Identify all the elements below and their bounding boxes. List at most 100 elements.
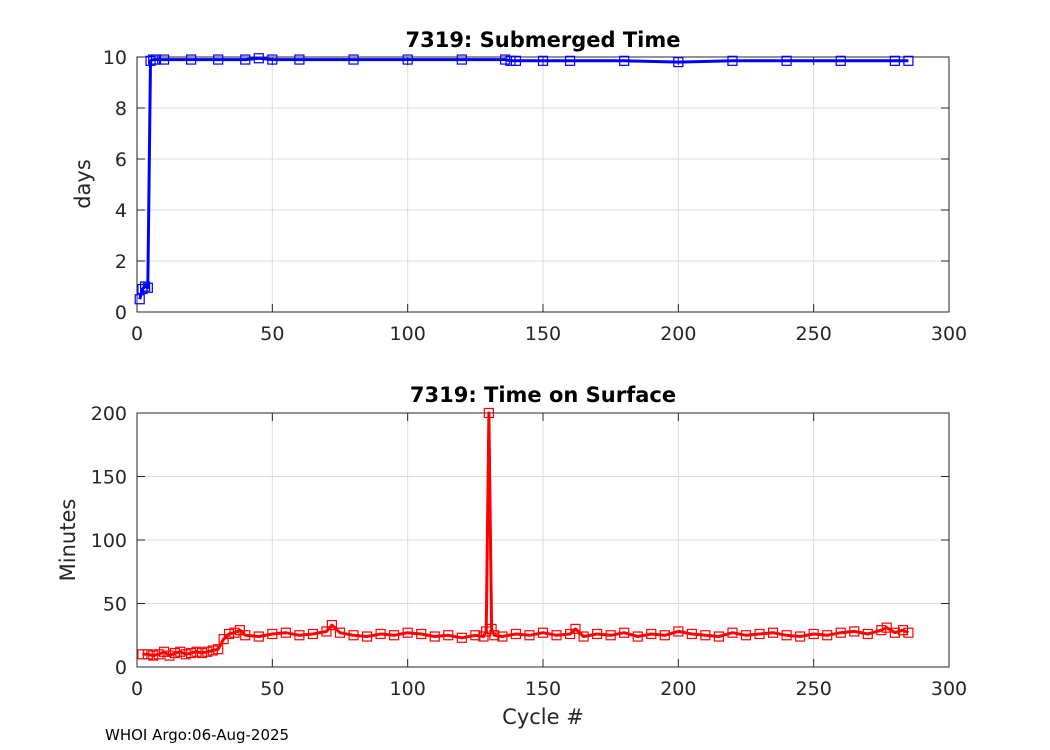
surface-time-data-point bbox=[280, 627, 291, 638]
surface-time-data-point bbox=[148, 650, 159, 661]
surface-time-ytick-label: 0 bbox=[115, 657, 127, 679]
surface-time-data-point bbox=[646, 628, 657, 640]
submerged-time-xtick-label: 200 bbox=[660, 323, 696, 345]
submerged-time-data-point bbox=[727, 55, 738, 66]
submerged-time-data-point bbox=[505, 55, 516, 66]
surface-time-data-point bbox=[158, 646, 170, 657]
submerged-time-data-point bbox=[267, 54, 278, 65]
surface-time-data-point bbox=[578, 631, 589, 642]
surface-time-data-point bbox=[456, 632, 467, 643]
submerged-time-data-point bbox=[781, 55, 792, 66]
surface-time-data-point bbox=[700, 630, 711, 641]
submerged-time-data-point bbox=[158, 54, 170, 65]
surface-time-data-point bbox=[537, 627, 549, 638]
surface-time-data-point bbox=[294, 630, 305, 641]
submerged-time-series bbox=[134, 53, 914, 305]
surface-time-data-point bbox=[862, 628, 873, 640]
submerged-time-data-point bbox=[537, 55, 549, 66]
submerged-time-data-point bbox=[510, 55, 522, 66]
surface-time-data-point bbox=[632, 631, 643, 642]
submerged-time-data-point bbox=[348, 54, 359, 65]
surface-time-data-point bbox=[169, 647, 180, 659]
surface-time-series bbox=[137, 407, 914, 661]
surface-time-data-point bbox=[213, 644, 224, 655]
submerged-time-data-point bbox=[142, 282, 153, 293]
surface-time-data-point bbox=[202, 646, 213, 657]
surface-time-data-point bbox=[481, 626, 492, 637]
surface-time-data-point bbox=[889, 627, 900, 638]
surface-time-xtick-label: 250 bbox=[796, 678, 832, 700]
surface-time-data-point bbox=[196, 647, 208, 659]
surface-time-data-point bbox=[470, 630, 481, 641]
surface-time-title: 7319: Time on Surface bbox=[410, 383, 676, 407]
surface-time-ytick-label: 150 bbox=[91, 467, 127, 489]
surface-time-xtick-label: 100 bbox=[390, 678, 426, 700]
surface-time-ytick-label: 200 bbox=[91, 403, 127, 425]
surface-time-data-point bbox=[822, 630, 833, 641]
submerged-time-data-point bbox=[903, 55, 914, 66]
submerged-time-series-line bbox=[138, 56, 909, 300]
surface-time-data-point bbox=[673, 626, 684, 637]
surface-time-data-point bbox=[321, 626, 332, 637]
submerged-time-title: 7319: Submerged Time bbox=[405, 28, 680, 52]
surface-time-data-point bbox=[754, 628, 765, 640]
surface-time-data-point bbox=[389, 630, 400, 641]
submerged-time-ytick-label: 10 bbox=[103, 47, 127, 69]
surface-time-data-point bbox=[223, 628, 235, 640]
surface-time-data-point bbox=[191, 646, 202, 657]
submerged-time-data-point bbox=[619, 55, 630, 66]
surface-time-ytick-label: 100 bbox=[91, 530, 127, 552]
surface-time-data-point bbox=[713, 631, 725, 642]
submerged-time-data-point bbox=[564, 55, 576, 66]
surface-time-grid bbox=[137, 413, 949, 667]
surface-time-data-point bbox=[727, 627, 738, 638]
submerged-time-xtick-label: 50 bbox=[260, 323, 284, 345]
submerged-time-data-point bbox=[673, 56, 684, 68]
surface-time-data-point bbox=[808, 628, 819, 640]
surface-time-data-point bbox=[489, 630, 500, 641]
submerged-time-xtick-label: 250 bbox=[796, 323, 832, 345]
surface-time-data-point bbox=[849, 626, 860, 637]
surface-time-data-point bbox=[903, 627, 914, 638]
surface-time-data-point bbox=[153, 649, 164, 660]
submerged-time-xtick-label: 300 bbox=[931, 323, 967, 345]
submerged-time-data-point bbox=[500, 54, 511, 65]
surface-time-data-point bbox=[510, 628, 522, 640]
surface-time-data-point bbox=[605, 630, 616, 641]
surface-time-ylabel: Minutes bbox=[56, 499, 80, 582]
surface-time-data-point bbox=[876, 625, 887, 636]
surface-time-data-point bbox=[334, 627, 346, 638]
submerged-time-data-point bbox=[889, 55, 900, 66]
surface-time-data-point bbox=[267, 628, 278, 640]
surface-time-data-point bbox=[416, 628, 427, 640]
surface-time-data-point bbox=[240, 630, 251, 641]
submerged-time-xtick-label: 150 bbox=[525, 323, 561, 345]
surface-time-data-point bbox=[740, 630, 752, 641]
surface-time-xtick-label: 0 bbox=[131, 678, 143, 700]
submerged-time-data-point bbox=[186, 54, 197, 65]
surface-time-data-point bbox=[253, 631, 264, 642]
submerged-time-data-point bbox=[294, 54, 305, 65]
submerged-time-ticks: 0 50 100 150 200 250 300 0 2 4 6 8 10 bbox=[103, 47, 967, 345]
surface-time-data-point bbox=[180, 649, 191, 660]
submerged-time-ytick-label: 4 bbox=[115, 200, 127, 222]
surface-time-data-point bbox=[767, 627, 779, 638]
submerged-time-ytick-label: 8 bbox=[115, 98, 127, 120]
submerged-time-ylabel: days bbox=[71, 159, 95, 209]
submerged-time-data-point bbox=[240, 54, 251, 65]
submerged-time-data-point bbox=[145, 55, 156, 66]
submerged-time-data-point bbox=[134, 294, 145, 305]
surface-time-data-point bbox=[348, 630, 359, 641]
submerged-time-ytick-label: 2 bbox=[115, 251, 127, 273]
submerged-time-xtick-label: 0 bbox=[131, 323, 143, 345]
submerged-time-ytick-label: 6 bbox=[115, 149, 127, 171]
surface-time-data-point bbox=[186, 647, 197, 659]
surface-time-xtick-label: 300 bbox=[931, 678, 967, 700]
surface-time-axes: 0 50 100 150 200 250 300 0 50 100 150 200 7319: Tim… bbox=[56, 383, 967, 729]
surface-time-data-point bbox=[164, 650, 175, 661]
submerged-time-axes: 0 50 100 150 200 250 300 0 2 4 6 8 10 7319: Submerge… bbox=[71, 28, 967, 345]
submerged-time-ytick-label: 0 bbox=[115, 302, 127, 324]
surface-time-data-point bbox=[592, 628, 603, 640]
surface-time-xtick-label: 150 bbox=[525, 678, 561, 700]
